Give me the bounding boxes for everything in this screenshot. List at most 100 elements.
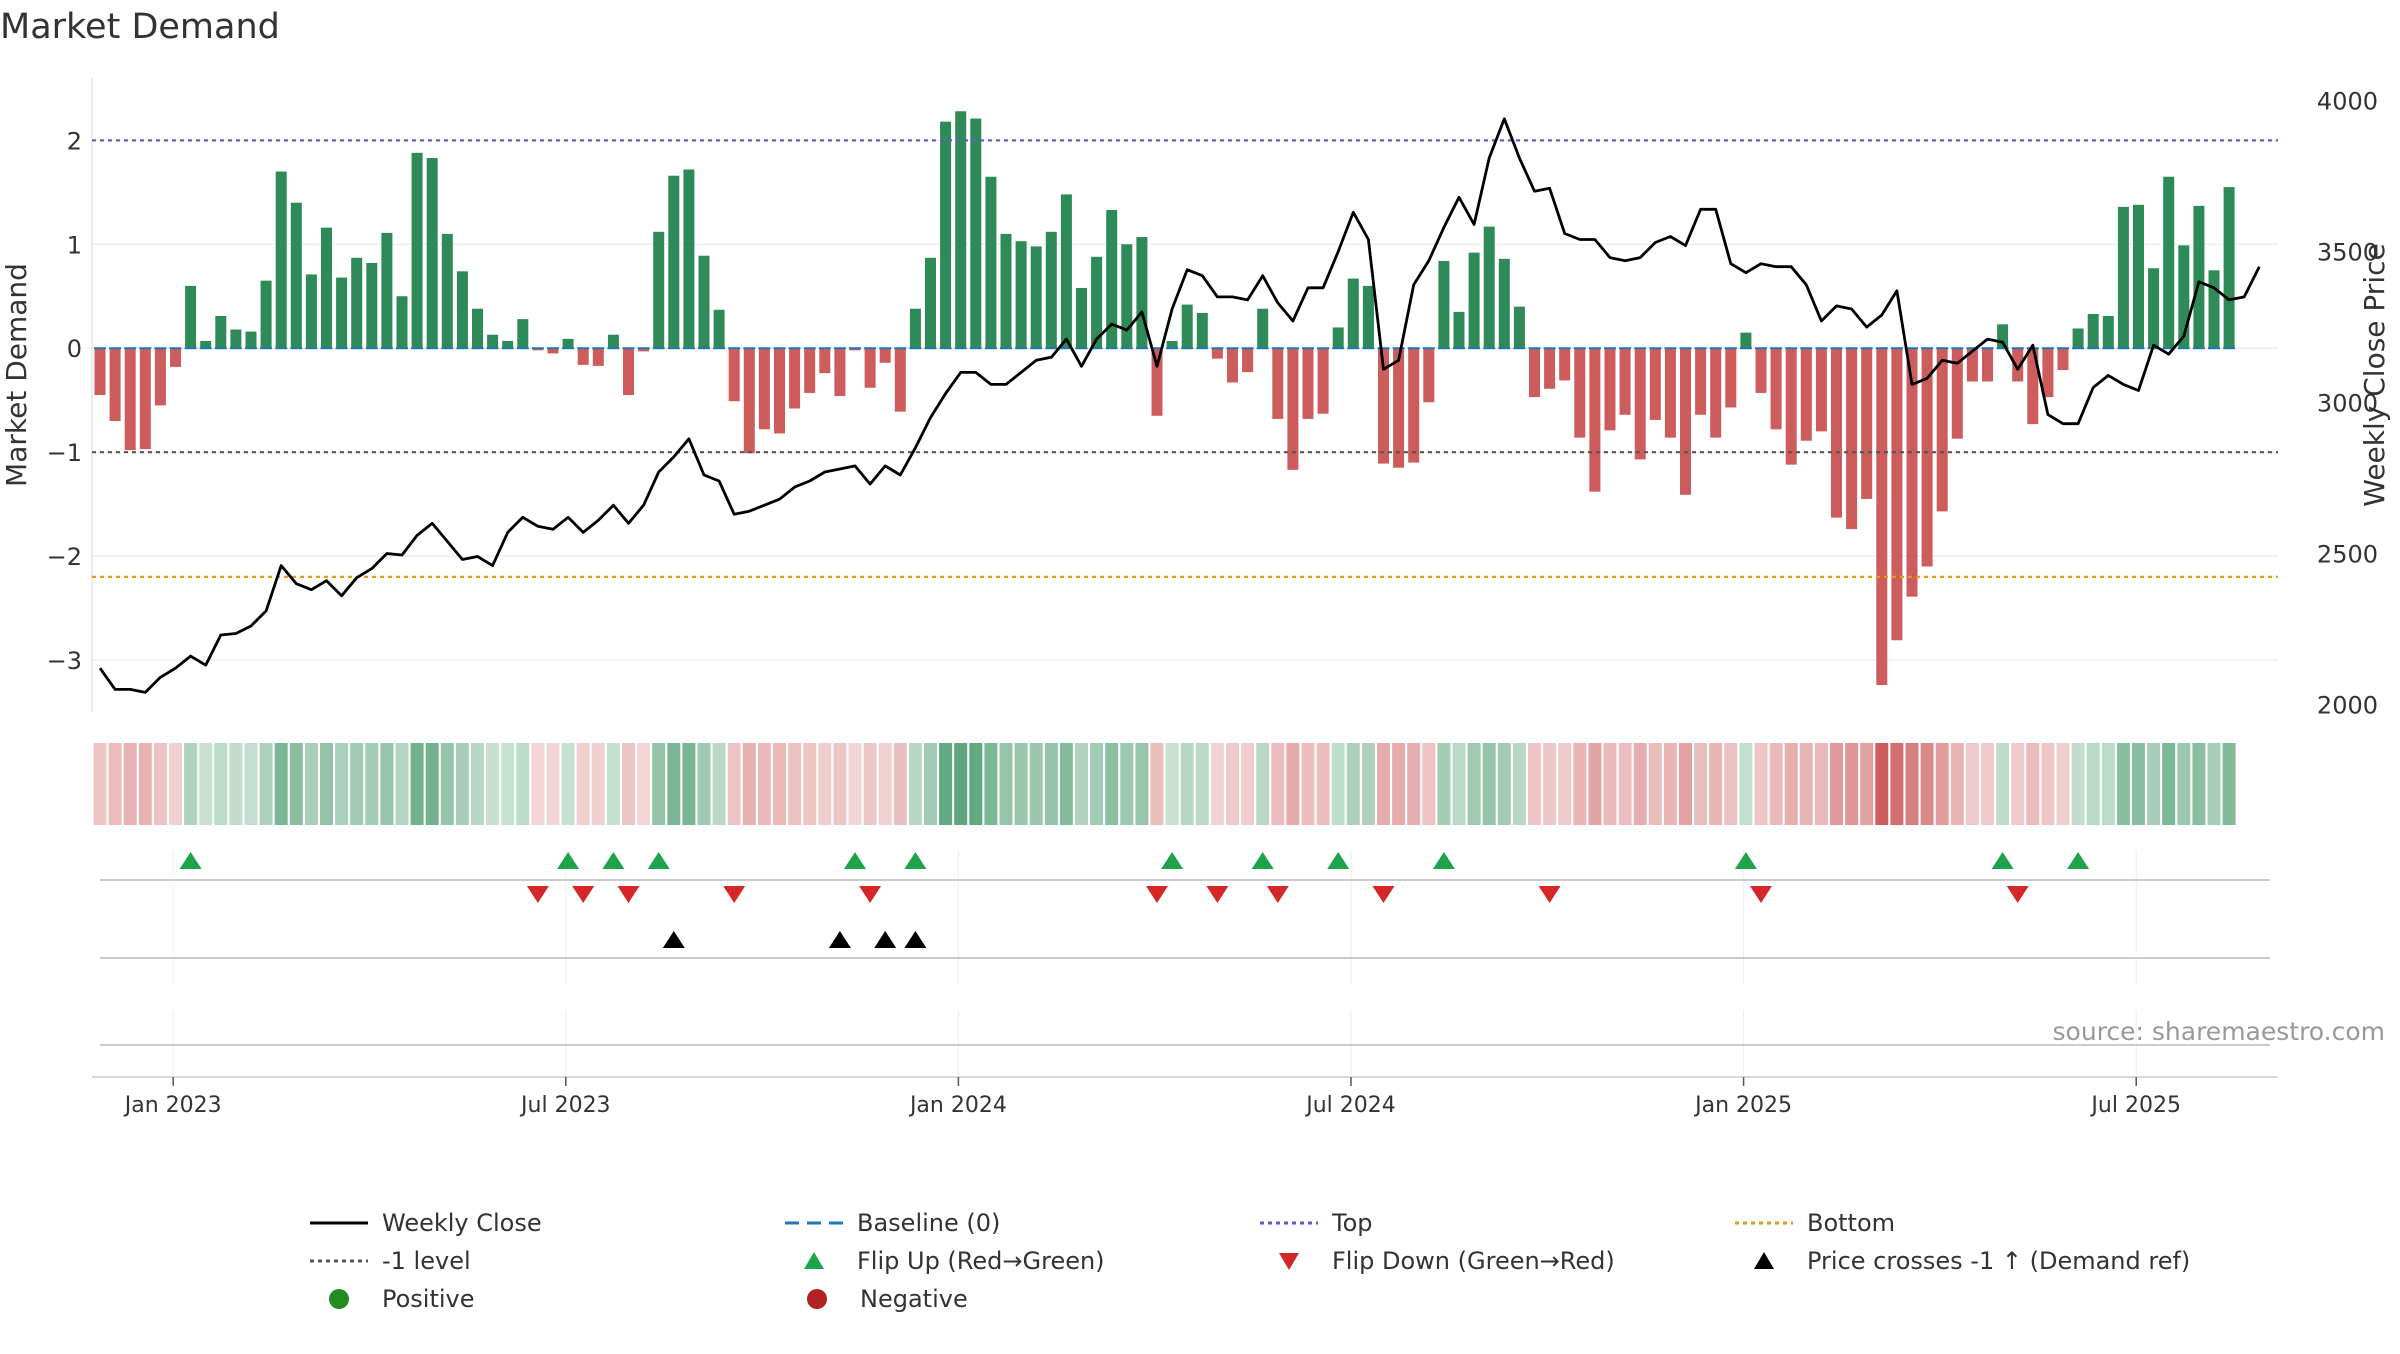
- event-markers: [100, 852, 2270, 1046]
- y-tick-label-left: −3: [47, 647, 82, 675]
- demand-bar: [1664, 348, 1676, 438]
- x-tick-label: Jan 2025: [1693, 1093, 1792, 1118]
- heatmap-cell: [999, 743, 1013, 825]
- demand-bar: [1921, 348, 1933, 567]
- heatmap-cell: [289, 743, 303, 825]
- heatmap-cell: [410, 743, 424, 825]
- demand-bar: [1680, 348, 1691, 495]
- demand-bar: [487, 334, 499, 349]
- heatmap-cell: [924, 743, 937, 825]
- demand-bar: [1423, 348, 1435, 403]
- demand-bar: [170, 348, 181, 367]
- heatmap-cell: [1256, 743, 1270, 825]
- legend-price-cross: Price crosses -1 ↑ (Demand ref): [1725, 1247, 2200, 1275]
- flip-down-marker: [1372, 886, 1395, 903]
- demand-bar: [1649, 348, 1661, 420]
- demand-bar: [472, 308, 483, 349]
- legend-bottom: Bottom: [1725, 1209, 2200, 1237]
- demand-bar: [1000, 233, 1012, 349]
- demand-bar: [411, 152, 423, 349]
- demand-bar: [1906, 348, 1918, 597]
- heatmap-cell: [1543, 743, 1557, 825]
- flip-up-marker: [904, 852, 927, 869]
- heatmap-cell: [229, 743, 243, 825]
- heatmap-cell: [1558, 743, 1572, 825]
- demand-bar: [1513, 306, 1525, 349]
- demand-bar: [1951, 348, 1963, 439]
- weekly-close-line: [98, 117, 2261, 694]
- legend-label: Negative: [860, 1285, 968, 1313]
- demand-bar: [1166, 340, 1178, 349]
- y-tick-label-right: 3500: [2317, 239, 2378, 267]
- demand-bar: [1876, 348, 1888, 685]
- heatmap-cell: [2222, 743, 2236, 825]
- y-tick-label-left: 2: [67, 127, 82, 155]
- demand-bar: [1181, 304, 1193, 349]
- demand-bar: [698, 255, 710, 349]
- heatmap-cell: [1316, 743, 1330, 825]
- heatmap-cell: [1226, 743, 1239, 825]
- heatmap-cell: [2041, 743, 2055, 825]
- price-cross-marker: [828, 931, 851, 948]
- flip-up-marker: [844, 852, 866, 869]
- demand-bar: [245, 331, 257, 349]
- demand-heatmap-strip: [93, 743, 2236, 825]
- heatmap-cell: [123, 743, 137, 825]
- demand-bar: [864, 348, 876, 388]
- flip-up-marker: [2067, 852, 2090, 869]
- demand-bar: [1257, 308, 1269, 349]
- demand-bar: [894, 348, 906, 412]
- heatmap-cell: [1120, 743, 1134, 825]
- heatmap-cell: [531, 743, 545, 825]
- demand-bar: [1393, 348, 1405, 468]
- flip-down-marker: [1146, 886, 1168, 903]
- demand-bar: [1589, 348, 1601, 492]
- heatmap-cell: [1920, 743, 1934, 825]
- heatmap-cell: [667, 743, 681, 825]
- demand-bar: [1362, 285, 1374, 349]
- heatmap-cell: [1694, 743, 1708, 825]
- demand-bar: [668, 175, 680, 349]
- heatmap-cell: [1618, 743, 1632, 825]
- legend-label: Weekly Close: [382, 1209, 542, 1237]
- heatmap-cell: [2086, 743, 2100, 825]
- demand-bar: [1438, 260, 1450, 349]
- heatmap-cell: [1573, 743, 1587, 825]
- heatmap-cell: [455, 743, 469, 825]
- legend-label: Flip Down (Green→Red): [1332, 1247, 1615, 1275]
- demand-bar: [2042, 348, 2054, 398]
- price-series: [98, 117, 2261, 694]
- flip-up-marker: [647, 852, 670, 869]
- y-tick-label-left: 0: [67, 335, 82, 363]
- heatmap-cell: [576, 743, 590, 825]
- heatmap-cell: [848, 743, 862, 825]
- heatmap-cell: [1512, 743, 1526, 825]
- demand-bar: [1770, 348, 1782, 430]
- demand-bar: [1846, 348, 1858, 530]
- y-tick-label-left: −1: [47, 439, 82, 467]
- demand-bar: [743, 348, 755, 454]
- heatmap-cell: [697, 743, 711, 825]
- demand-bar: [517, 319, 529, 349]
- legend-top: Top: [1250, 1209, 1725, 1237]
- demand-bar: [1574, 348, 1586, 438]
- heatmap-cell: [803, 743, 817, 825]
- heatmap-cell: [274, 743, 288, 825]
- demand-bar: [925, 257, 936, 349]
- demand-bar: [970, 118, 982, 349]
- heatmap-cell: [622, 743, 635, 825]
- circle-icon: [807, 1289, 827, 1309]
- demand-bar: [1982, 348, 1993, 382]
- demand-bar: [1227, 348, 1238, 383]
- heatmap-cell: [591, 743, 605, 825]
- heatmap-cell: [501, 743, 515, 825]
- demand-bar: [623, 348, 634, 395]
- heatmap-cell: [546, 743, 560, 825]
- demand-bar: [789, 348, 801, 409]
- chart-title: Market Demand: [0, 7, 280, 47]
- heatmap-cell: [1739, 743, 1753, 825]
- heatmap-cell: [184, 743, 198, 825]
- heatmap-cell: [2011, 743, 2025, 825]
- heatmap-cell: [1241, 743, 1255, 825]
- demand-bar: [321, 227, 332, 349]
